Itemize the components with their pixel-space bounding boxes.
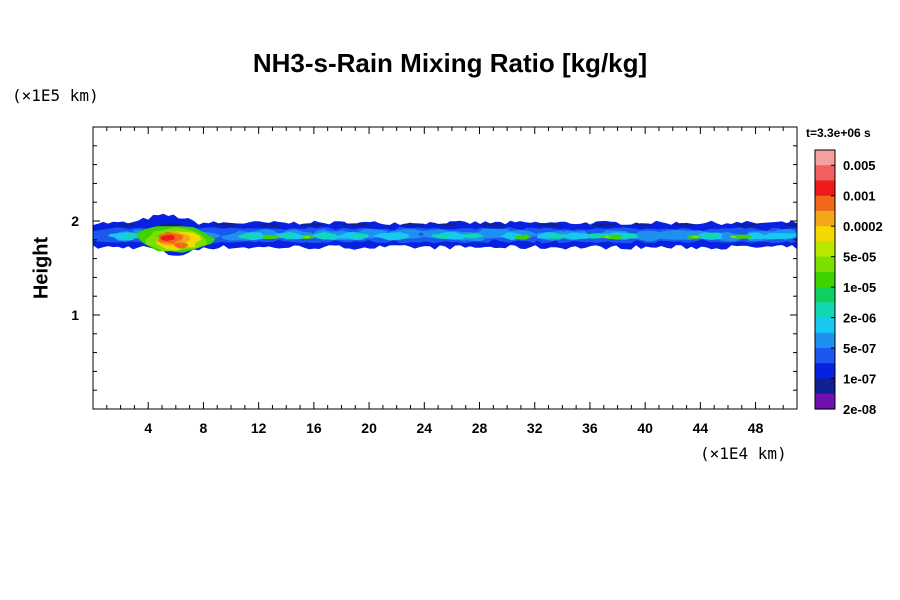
contour-blob-green — [262, 234, 281, 240]
x-tick-label: 20 — [361, 420, 377, 436]
colorbar-swatch — [815, 195, 835, 212]
contour-blob-navy — [590, 223, 617, 227]
colorbar-swatch — [815, 210, 835, 227]
contour-blob-lime — [691, 235, 700, 239]
x-unit-label: (×1E4 km) — [700, 444, 787, 463]
colorbar-swatch — [815, 348, 835, 364]
x-tick-label: 28 — [472, 420, 488, 436]
contour-blob-teal — [351, 233, 369, 239]
x-tick-label: 44 — [693, 420, 709, 436]
contour-blob-green — [600, 234, 623, 240]
contour-blob-teal — [622, 233, 638, 239]
colorbar-level-label: 2e-08 — [843, 402, 876, 417]
colorbar-swatch — [815, 271, 835, 288]
plot-frame — [92, 126, 798, 410]
contour-blob-aqua — [561, 232, 595, 240]
colorbar-level-label: 0.001 — [843, 189, 876, 204]
y-tick-label: 1 — [71, 307, 79, 323]
x-tick-label: 32 — [527, 420, 543, 436]
colorbar-level-label: 1e-05 — [843, 280, 876, 295]
colorbar-swatch — [815, 332, 835, 349]
contour-blob-teal — [123, 233, 141, 239]
contour-blob-teal — [462, 233, 484, 239]
contour-blob-lime — [729, 235, 738, 239]
contour-blob-navy — [117, 223, 136, 227]
hot-core-red — [160, 234, 175, 241]
colorbar-level-label: 1e-07 — [843, 372, 876, 387]
colorbar-level-label: 2e-06 — [843, 311, 876, 326]
contour-blob-teal — [238, 233, 263, 239]
contour-blob-navy — [213, 223, 241, 227]
contour-blob-green — [735, 234, 751, 239]
colorbar-swatch — [815, 256, 835, 273]
time-label: t=3.3e+06 s — [806, 126, 871, 140]
x-tick-label: 8 — [200, 420, 208, 436]
colorbar-swatch — [815, 226, 835, 243]
colorbar-level-label: 5e-05 — [843, 250, 876, 265]
chart-title: NH3-s-Rain Mixing Ratio [kg/kg] — [252, 48, 648, 78]
contour-blob-navy — [737, 223, 761, 227]
x-tick-label: 16 — [306, 420, 322, 436]
contour-blob-aqua — [762, 233, 797, 240]
colorbar-swatch — [815, 393, 835, 410]
contour-blob-teal — [703, 233, 721, 239]
colorbar-frame — [814, 149, 836, 410]
colorbar-swatch — [815, 241, 835, 258]
x-tick-label: 48 — [748, 420, 764, 436]
y-tick-label: 2 — [71, 213, 79, 229]
contour-blob-navy — [784, 223, 797, 227]
contour-blob-lime — [604, 235, 611, 239]
colorbar-swatch — [815, 317, 835, 334]
x-tick-label: 24 — [417, 420, 433, 436]
contour-blob-navy — [633, 223, 651, 227]
x-tick-label: 36 — [582, 420, 598, 436]
contour-blob-navy — [341, 223, 372, 227]
contour-blob-navy — [434, 223, 457, 227]
colorbar-level-label: 0.005 — [843, 158, 876, 173]
colorbar-swatch — [815, 302, 835, 319]
x-tick-label: 4 — [144, 420, 152, 436]
colorbar-swatch — [815, 287, 835, 303]
colorbar-swatch — [815, 378, 835, 395]
contour-blob-navy — [672, 223, 697, 227]
contour-blob-aqua — [372, 232, 410, 241]
contour-blob-teal — [430, 233, 450, 239]
contour-blob-lime — [302, 235, 311, 239]
x-tick-label: 12 — [251, 420, 267, 436]
contour-blob-navy — [400, 223, 427, 227]
plot-area-background — [93, 127, 797, 409]
hot-core-orange-lower — [173, 242, 189, 249]
y-unit-label: (×1E5 km) — [12, 86, 99, 105]
contour-blob-navy — [259, 223, 280, 227]
colorbar-swatch — [815, 180, 835, 197]
contour-blob-navy — [534, 223, 563, 227]
contour-blob-teal — [316, 233, 339, 239]
contour-blob-teal — [546, 233, 568, 239]
contour-blob-teal — [280, 233, 296, 239]
contour-blob-green — [514, 234, 532, 240]
contour-blob-navy — [160, 223, 182, 227]
contour-blob-navy — [299, 223, 325, 227]
colorbar-swatch — [815, 363, 835, 380]
colorbar-level-label: 0.0002 — [843, 219, 883, 234]
colorbar-level-label: 5e-07 — [843, 341, 876, 356]
x-tick-label: 40 — [637, 420, 653, 436]
contour-blob-navy — [479, 223, 509, 227]
colorbar-swatch — [815, 150, 835, 166]
colorbar-swatch — [815, 165, 835, 182]
